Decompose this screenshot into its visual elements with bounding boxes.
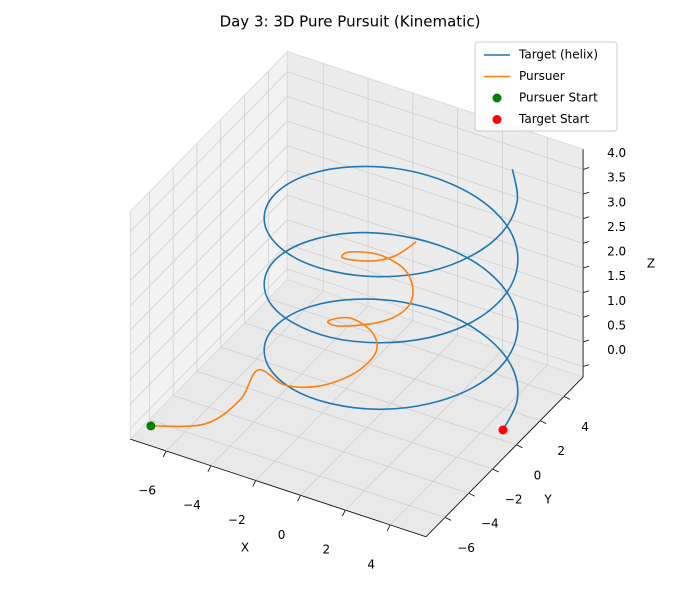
grid-line	[287, 219, 584, 318]
legend-label: Pursuer	[519, 69, 565, 83]
point-marker	[498, 425, 508, 435]
tick-mark	[516, 444, 523, 449]
z-tick-label: 3.0	[607, 195, 626, 209]
z-tick-label: 1.0	[607, 294, 626, 308]
grid-line	[300, 335, 458, 496]
legend-label: Target (helix)	[518, 48, 598, 62]
grid-line	[287, 96, 584, 195]
tick-mark	[207, 465, 212, 472]
z-tick-label: 4.0	[607, 146, 626, 160]
grid-line	[389, 364, 548, 526]
z-axis-label: Z	[647, 257, 655, 271]
tick-mark	[582, 290, 590, 294]
grid-line	[268, 298, 565, 397]
grid-line	[287, 268, 584, 368]
tick-mark	[582, 265, 590, 269]
tick-mark	[540, 420, 547, 424]
series-line	[263, 165, 519, 431]
grid-line	[255, 320, 414, 481]
tick-mark	[582, 191, 590, 195]
tick-mark	[468, 492, 476, 497]
y-tick-label: 0	[534, 468, 542, 482]
grid-line	[130, 268, 288, 430]
z-tick-label: 2.5	[607, 220, 626, 234]
tick-mark	[582, 364, 590, 368]
tick-mark	[342, 509, 346, 517]
grid-line	[287, 71, 584, 170]
legend-label: Target Start	[518, 112, 590, 126]
tick-mark	[582, 241, 590, 244]
legend-label: Pursuer Start	[519, 91, 598, 105]
x-tick-label: −6	[138, 483, 156, 497]
y-tick-label: −6	[457, 541, 475, 555]
x-tick-label: 0	[278, 528, 286, 542]
axis-line	[425, 376, 584, 538]
marks	[146, 165, 519, 435]
point-marker	[146, 421, 156, 431]
grid-line	[244, 322, 541, 421]
labels: X Y Z −6 −4 −2 0 2 4 −6 −4 −2 0 2 4 0.0 0.5 1.0 1.5 2.0 2…	[138, 146, 655, 571]
grid-line	[130, 145, 288, 306]
axis-line	[130, 438, 427, 538]
tick-mark	[252, 480, 257, 487]
grid-line	[165, 290, 324, 452]
z-tick-label: 0.0	[607, 343, 626, 357]
legend: Target (helix) Pursuer Pursuer Start Target…	[474, 41, 618, 132]
grid-line	[287, 120, 584, 220]
tick-mark	[492, 468, 499, 473]
grid-line	[130, 96, 288, 257]
y-tick-label: −2	[505, 492, 523, 506]
z-tick-label: 2.0	[607, 245, 626, 259]
grid-line	[130, 194, 288, 356]
grid-line	[220, 346, 517, 446]
z-tick-label: 3.5	[607, 171, 626, 185]
grid-line	[130, 170, 288, 331]
y-axis-label: Y	[543, 493, 552, 507]
tick-mark	[582, 216, 590, 220]
y-tick-label: 2	[557, 444, 565, 458]
y-tick-label: 4	[581, 420, 589, 434]
tick-mark	[297, 495, 301, 502]
grid-line	[173, 395, 469, 494]
z-tick-label: 0.5	[607, 319, 626, 333]
tick-mark	[582, 315, 590, 318]
grid-line	[130, 244, 288, 405]
tick-mark	[582, 167, 590, 170]
tick-mark	[162, 450, 167, 458]
z-tick-label: 1.5	[607, 269, 626, 283]
legend-swatch	[492, 115, 502, 124]
tick-mark	[386, 524, 391, 532]
grid-line	[196, 370, 493, 470]
x-tick-label: −4	[183, 498, 201, 512]
series-line	[150, 241, 417, 428]
x-tick-label: −2	[228, 513, 246, 527]
grid-line	[287, 243, 584, 343]
chart-title: Day 3: 3D Pure Pursuit (Kinematic)	[220, 13, 481, 31]
legend-box	[474, 41, 618, 132]
grid-line	[149, 419, 446, 518]
tick-mark	[444, 517, 452, 521]
grid-line	[287, 170, 584, 269]
grid-line	[130, 71, 288, 232]
grid-line	[287, 145, 584, 244]
tick-mark	[582, 339, 590, 343]
x-tick-label: 4	[367, 557, 375, 571]
grid-line	[345, 350, 503, 511]
x-axis-label: X	[241, 541, 249, 555]
y-tick-label: −4	[481, 517, 499, 531]
tick-mark	[563, 396, 571, 400]
x-tick-label: 2	[323, 543, 331, 557]
legend-swatch	[492, 93, 502, 103]
grid-line	[130, 120, 288, 282]
grid-line	[130, 219, 288, 380]
